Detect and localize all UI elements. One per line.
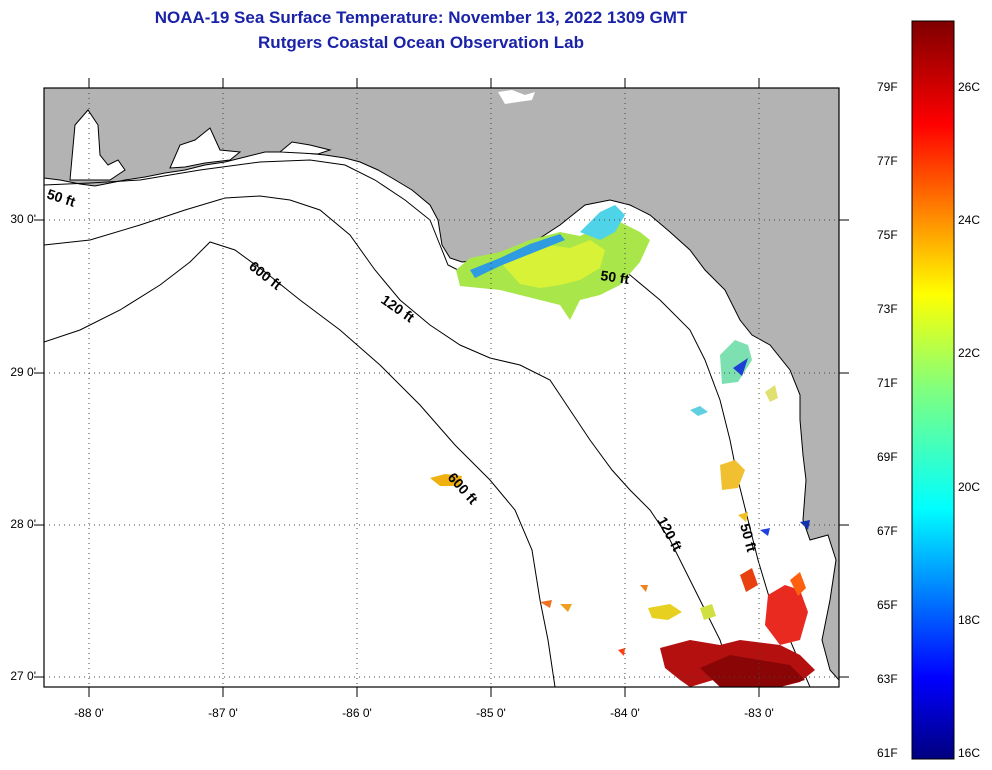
bay-water-3: [278, 141, 332, 155]
cb-label-26c: 26C: [958, 80, 981, 94]
contour-120ft: [44, 195, 736, 687]
lat-label-27: 27 0': [10, 669, 36, 683]
cb-label-16c: 16C: [958, 746, 981, 760]
map-subtitle: Rutgers Coastal Ocean Observation Lab: [258, 33, 584, 52]
lat-label-28: 28 0': [10, 517, 36, 531]
cb-label-75f: 75F: [877, 228, 898, 242]
lon-label-84: -84 0': [610, 706, 640, 720]
lon-label-83: -83 0': [744, 706, 774, 720]
lake-water: [498, 90, 535, 104]
cb-label-18c: 18C: [958, 613, 981, 627]
sst-patches: [430, 205, 815, 687]
map-frame: [43, 87, 840, 688]
cb-label-67f: 67F: [877, 524, 898, 538]
cb-label-22c: 22C: [958, 346, 981, 360]
axis-ticks: [34, 78, 849, 697]
cb-label-71f: 71F: [877, 376, 898, 390]
contour-label-50ft-east: 50 ft: [600, 267, 631, 287]
cb-label-65f: 65F: [877, 598, 898, 612]
cb-label-20c: 20C: [958, 480, 981, 494]
map-title: NOAA-19 Sea Surface Temperature: Novembe…: [154, 8, 688, 27]
contour-label-50ft-south: 50 ft: [737, 522, 760, 554]
cb-label-79f: 79F: [877, 80, 898, 94]
cb-label-61f: 61F: [877, 746, 898, 760]
cb-label-73f: 73F: [877, 302, 898, 316]
cb-label-24c: 24C: [958, 213, 981, 227]
cb-label-69f: 69F: [877, 450, 898, 464]
cb-label-63f: 63F: [877, 672, 898, 686]
lat-label-29: 29 0': [10, 365, 36, 379]
lon-label-86: -86 0': [342, 706, 372, 720]
cb-label-77f: 77F: [877, 154, 898, 168]
contour-600ft: [44, 241, 556, 687]
lon-label-88: -88 0': [74, 706, 104, 720]
lon-label-87: -87 0': [208, 706, 238, 720]
lat-label-30: 30 0': [10, 212, 36, 226]
colorbar: [911, 20, 955, 760]
lon-label-85: -85 0': [476, 706, 506, 720]
bay-water: [69, 109, 126, 181]
